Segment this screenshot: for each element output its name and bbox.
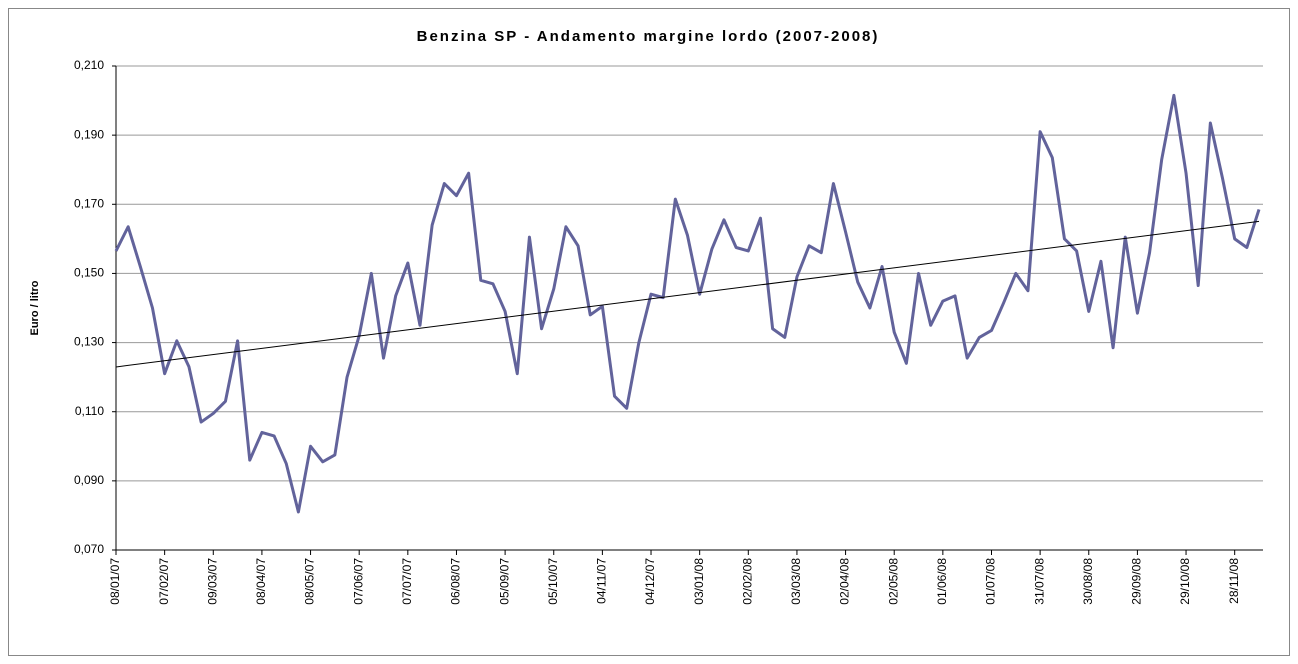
x-tick-label: 30/08/08 bbox=[1081, 558, 1095, 605]
x-tick-label: 01/06/08 bbox=[935, 558, 949, 605]
y-axis-label: Euro / litro bbox=[29, 280, 41, 335]
x-tick-label: 08/04/07 bbox=[254, 558, 268, 605]
x-tick-label: 07/02/07 bbox=[157, 558, 171, 605]
x-tick-label: 28/11/08 bbox=[1227, 558, 1241, 604]
x-tick-label: 09/03/07 bbox=[205, 558, 219, 605]
x-tick-label: 05/09/07 bbox=[497, 558, 511, 605]
y-tick-label: 0,170 bbox=[74, 196, 104, 210]
x-tick-label: 02/05/08 bbox=[886, 558, 900, 605]
x-tick-label: 03/03/08 bbox=[789, 558, 803, 605]
x-tick-label: 07/06/07 bbox=[351, 558, 365, 605]
x-tick-label: 31/07/08 bbox=[1032, 558, 1046, 605]
chart-border bbox=[8, 8, 1290, 656]
x-tick-label: 08/05/07 bbox=[303, 558, 317, 605]
x-tick-label: 01/07/08 bbox=[984, 558, 998, 605]
x-tick-label: 04/11/07 bbox=[595, 558, 609, 604]
x-tick-label: 02/02/08 bbox=[740, 558, 754, 605]
trend-line bbox=[115, 220, 1260, 368]
x-tick-label: 03/01/08 bbox=[692, 558, 706, 605]
y-tick-label: 0,150 bbox=[74, 266, 104, 280]
y-tick-label: 0,210 bbox=[74, 58, 104, 72]
y-tick-label: 0,070 bbox=[74, 542, 104, 556]
x-tick-label: 05/10/07 bbox=[546, 558, 560, 605]
x-tick-label: 06/08/07 bbox=[449, 558, 463, 605]
x-tick-label: 07/07/07 bbox=[400, 558, 414, 605]
x-tick-label: 02/04/08 bbox=[838, 558, 852, 605]
x-tick-label: 29/10/08 bbox=[1178, 558, 1192, 605]
x-tick-label: 29/09/08 bbox=[1130, 558, 1144, 605]
x-tick-label: 08/01/07 bbox=[108, 558, 122, 605]
data-line bbox=[114, 93, 1261, 514]
x-tick-label: 04/12/07 bbox=[643, 558, 657, 605]
chart-title: Benzina SP - Andamento margine lordo (20… bbox=[417, 28, 880, 45]
y-tick-label: 0,110 bbox=[75, 404, 104, 418]
y-tick-label: 0,090 bbox=[74, 473, 104, 487]
y-tick-label: 0,190 bbox=[74, 127, 104, 141]
y-tick-label: 0,130 bbox=[74, 335, 104, 349]
